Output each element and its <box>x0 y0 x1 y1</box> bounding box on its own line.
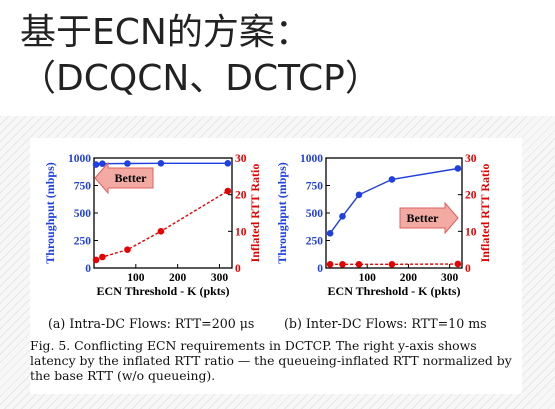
subcaption-a: (a) Intra-DC Flows: RTT=200 μs <box>48 316 254 331</box>
better-arrow-icon <box>94 161 154 195</box>
rtt-ratio-point <box>388 261 396 268</box>
right-y-tick-label: 0 <box>235 263 241 275</box>
rtt-ratio-point <box>339 261 346 268</box>
right-y-tick-label: 30 <box>465 153 477 165</box>
throughput-point <box>326 230 334 237</box>
throughput-point <box>454 165 462 172</box>
right-y-tick-label: 20 <box>235 190 247 202</box>
left-y-tick-label: 750 <box>74 181 92 193</box>
better-arrow-label: Better <box>115 171 148 185</box>
x-tick-label: 300 <box>441 272 459 284</box>
throughput-point <box>224 159 232 167</box>
left-y-tick-label: 750 <box>306 181 324 193</box>
x-axis-label: ECN Threshold - K (pkts) <box>97 284 230 298</box>
left-y-tick-label: 0 <box>85 263 91 275</box>
left-y-tick-label: 250 <box>74 236 92 248</box>
rtt-ratio-point <box>92 256 100 264</box>
right-y-tick-label: 10 <box>465 226 477 238</box>
better-arrow-label: Better <box>407 211 440 225</box>
left-y-tick-label: 1000 <box>300 153 323 165</box>
rtt-ratio-point <box>124 246 131 253</box>
right-y-tick-label: 0 <box>465 263 471 275</box>
throughput-point <box>157 159 165 167</box>
throughput-point <box>92 161 100 168</box>
figure-caption: Fig. 5. Conflicting ECN requirements in … <box>30 338 512 383</box>
right-y-tick-label: 20 <box>465 190 477 202</box>
slide-title-line1: 基于ECN的方案： <box>20 12 311 53</box>
paper-figure: 0 250 500 750 1000 0 10 20 30 100 200 300 ECN Thresh… <box>30 138 522 394</box>
left-y-tick-label: 1000 <box>68 153 91 165</box>
rtt-ratio-point <box>157 228 165 235</box>
x-tick-label: 100 <box>359 272 377 284</box>
throughput-point <box>355 191 363 199</box>
left-y-tick-label: 500 <box>306 208 324 220</box>
x-axis-label: ECN Threshold - K (pkts) <box>328 284 461 298</box>
rtt-ratio-point <box>99 253 106 261</box>
throughput-point <box>388 176 396 183</box>
rtt-ratio-point <box>355 261 363 268</box>
left-y-axis-label: Throughput (mbps) <box>43 162 57 263</box>
rtt-ratio-point <box>454 260 462 268</box>
throughput-point <box>124 160 131 167</box>
left-y-tick-label: 0 <box>317 263 323 275</box>
right-y-axis-label: Inflated RTT Ratio <box>478 164 492 263</box>
better-arrow-icon <box>399 201 459 235</box>
x-tick-label: 200 <box>169 272 187 284</box>
x-tick-label: 300 <box>211 272 229 284</box>
x-tick-label: 100 <box>127 272 144 284</box>
rtt-ratio-line <box>95 190 229 261</box>
subcaption-b: (b) Inter-DC Flows: RTT=10 ms <box>284 316 487 331</box>
rtt-ratio-point <box>224 187 232 195</box>
throughput-point <box>99 160 106 168</box>
right-y-axis-label: Inflated RTT Ratio <box>248 164 262 263</box>
right-y-tick-label: 10 <box>235 226 247 238</box>
slide-title-line2: （DCQCN、DCTCP） <box>20 58 381 99</box>
x-tick-label: 200 <box>400 272 418 284</box>
left-y-tick-label: 500 <box>74 208 92 220</box>
rtt-ratio-point <box>326 261 334 268</box>
left-y-axis-label: Throughput (mbps) <box>275 162 289 263</box>
throughput-point <box>339 213 346 220</box>
right-y-tick-label: 30 <box>235 153 247 165</box>
left-y-tick-label: 250 <box>306 236 324 248</box>
slide-title: 基于ECN的方案： （DCQCN、DCTCP） <box>20 10 540 102</box>
